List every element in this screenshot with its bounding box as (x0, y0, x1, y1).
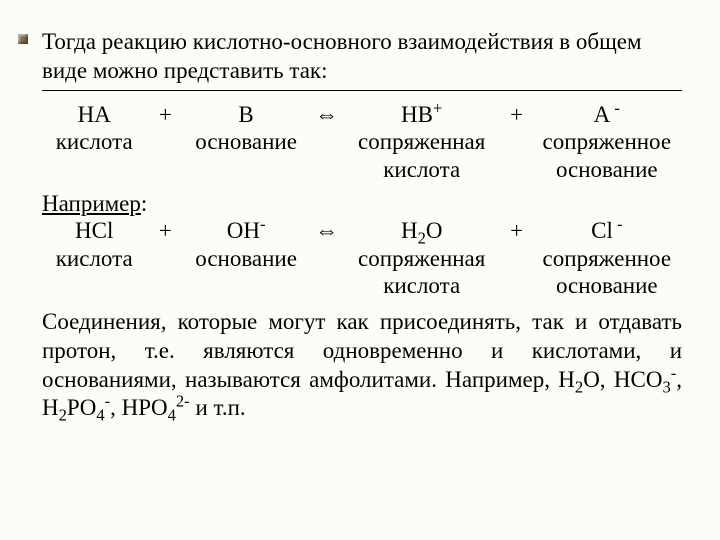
t: Например (42, 191, 141, 216)
plus: + (498, 217, 536, 245)
label-base2: основание (536, 156, 678, 184)
label-acid2: кислота (346, 272, 498, 300)
label-conj-acid: сопряженная (346, 245, 498, 273)
sub: 2 (575, 377, 583, 396)
colon: : (141, 191, 147, 216)
label-acid2: кислота (346, 156, 498, 184)
t: A (594, 102, 611, 127)
plus: + (498, 101, 536, 129)
t: , HPO (110, 395, 168, 420)
sup: - (613, 215, 623, 234)
t: O (426, 218, 443, 243)
b: B (184, 101, 307, 129)
sup: + (433, 98, 442, 117)
label-base: основание (184, 128, 307, 156)
label-conj-base: сопряженное (536, 245, 678, 273)
equilibrium-arrow: ⇔ (308, 217, 346, 245)
bullet-icon (18, 34, 28, 44)
label-base: основание (184, 245, 307, 273)
t: HB (401, 102, 433, 127)
hcl: HCl (42, 217, 146, 245)
general-equation: HA + B ⇔ HB+ + A - кислота основание соп… (42, 101, 678, 184)
t: PO (67, 395, 96, 420)
sub: 2 (59, 406, 67, 425)
label-conj-acid: сопряженная (346, 128, 498, 156)
sub: 3 (662, 377, 670, 396)
h2o: H2O (346, 217, 498, 245)
a-minus: A - (536, 101, 678, 129)
example-label: Например: (42, 191, 678, 217)
intro-text: Тогда реакцию кислотно-основного взаимод… (42, 28, 678, 86)
example-equation: HCl + OH- ⇔ H2O + Cl - кислота основание… (42, 217, 678, 300)
divider (42, 90, 682, 91)
t: O, HCO (583, 367, 662, 392)
plus: + (146, 217, 184, 245)
equilibrium-arrow: ⇔ (308, 101, 346, 129)
oh-minus: OH- (184, 217, 307, 245)
sup: - (260, 215, 266, 234)
sup: 2- (176, 392, 190, 411)
sup: - (610, 98, 620, 117)
plus: + (146, 101, 184, 129)
hb-plus: HB+ (346, 101, 498, 129)
sub: 4 (168, 406, 176, 425)
label-conj-base: сопряженное (536, 128, 678, 156)
label-base2: основание (536, 272, 678, 300)
label-acid: кислота (42, 245, 146, 273)
label-acid: кислота (42, 128, 146, 156)
t: и т.п. (190, 395, 246, 420)
closing-text: Соединения, которые могут как присоединя… (42, 308, 682, 423)
t: H (401, 218, 418, 243)
t: OH (227, 218, 260, 243)
sub: 4 (96, 406, 104, 425)
t: Cl (591, 218, 613, 243)
ha: HA (42, 101, 146, 129)
cl-minus: Cl - (536, 217, 678, 245)
